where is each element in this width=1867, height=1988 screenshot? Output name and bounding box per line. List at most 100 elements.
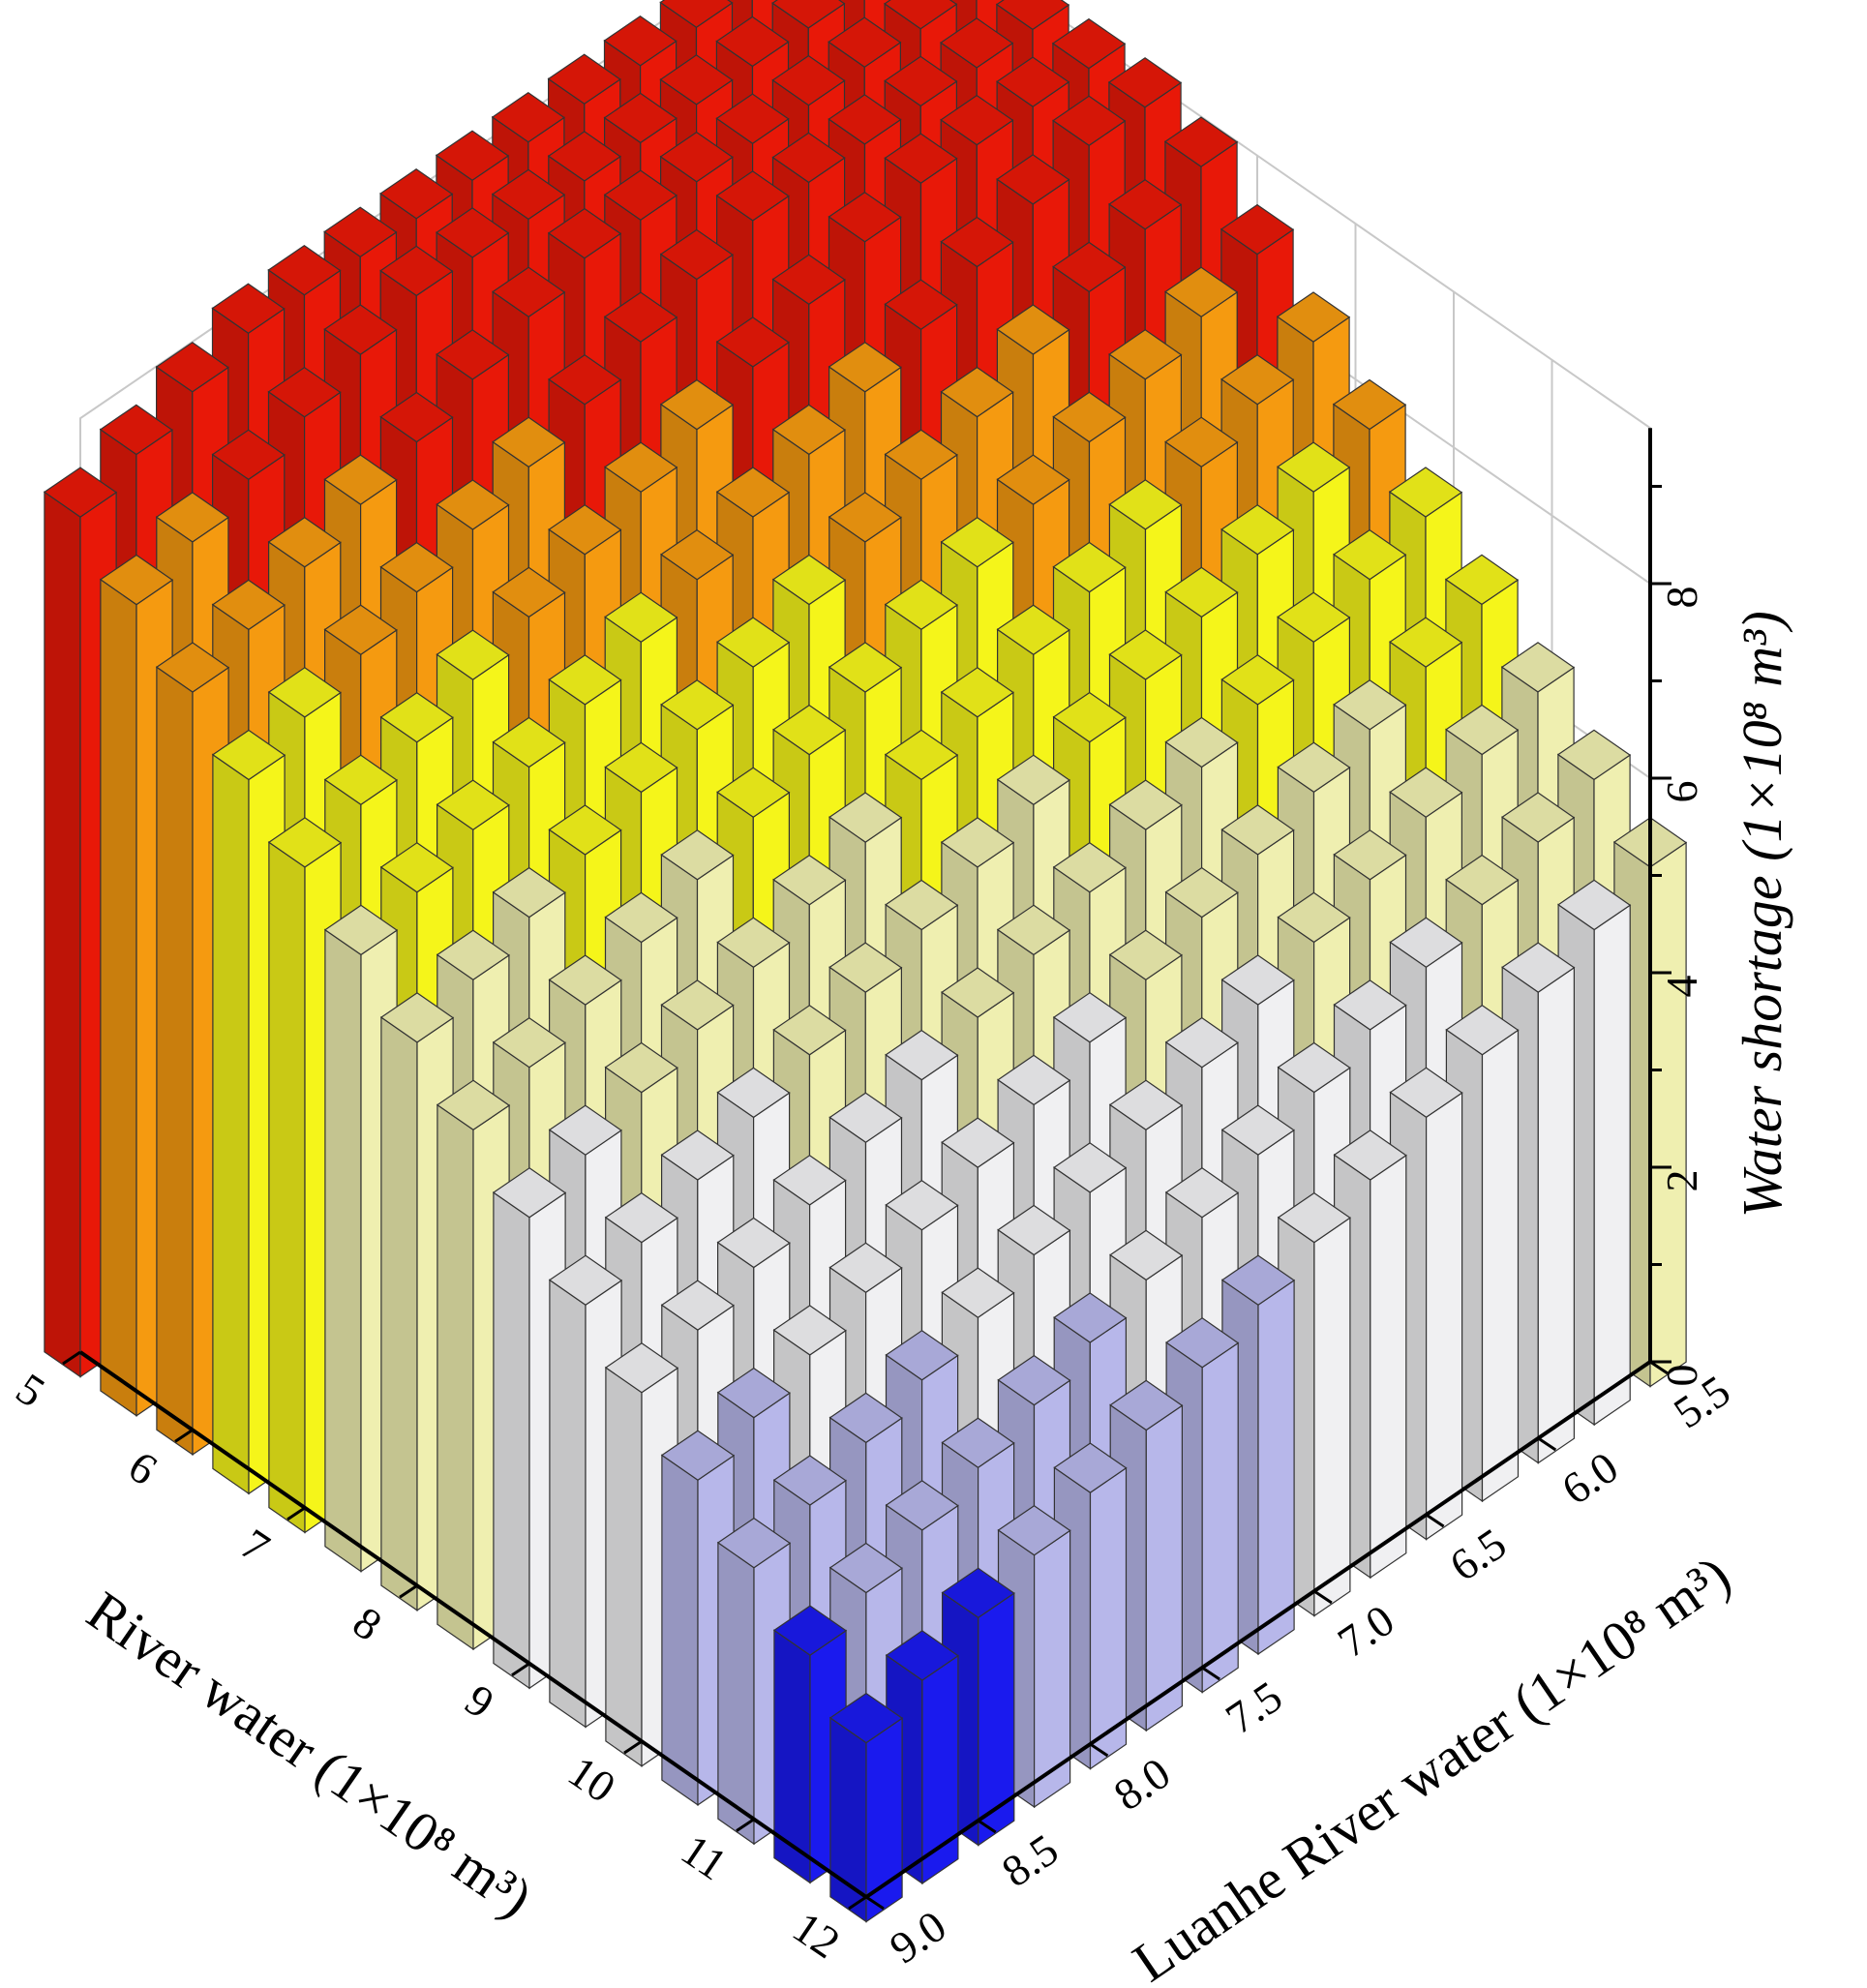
bar-11-9	[716, 1517, 792, 1846]
bar-top	[1108, 1079, 1184, 1131]
bar-top	[1164, 266, 1239, 317]
bar-top	[885, 879, 959, 931]
bar-top	[996, 454, 1070, 505]
bar-top	[771, 554, 847, 606]
bar-top	[885, 1480, 959, 1531]
bar-face-right	[1313, 1217, 1351, 1617]
bar-top	[997, 1354, 1071, 1406]
bar-top	[1501, 942, 1576, 993]
bar-top	[771, 54, 846, 106]
bar-face-left	[44, 491, 81, 1378]
x-tick	[62, 1350, 81, 1366]
bar-top	[603, 15, 678, 67]
chart-axes	[62, 428, 1671, 1911]
bar-top	[995, 0, 1070, 31]
bar-top	[828, 942, 903, 993]
bar-top	[996, 904, 1071, 956]
bar-top	[1277, 591, 1351, 643]
bar-top	[1165, 1317, 1240, 1369]
bar-face-left	[268, 841, 306, 1534]
bar-top	[1220, 654, 1295, 706]
bar-face-right	[921, 1654, 959, 1885]
bar-top	[997, 1054, 1071, 1106]
bar-top	[548, 804, 622, 856]
bar-top	[659, 54, 734, 105]
y-tick	[1201, 1666, 1220, 1681]
chart-bars	[43, 0, 1688, 1923]
bar-top	[267, 366, 342, 418]
bar-12-9	[828, 1692, 904, 1923]
bar-top	[1445, 854, 1520, 906]
bar-face-right	[1201, 1341, 1239, 1694]
bar-top	[996, 154, 1070, 205]
bar-face-left	[549, 1279, 587, 1729]
bar-face-left	[661, 1454, 699, 1807]
bar-top	[1109, 1379, 1184, 1431]
bar-top	[1333, 829, 1407, 881]
bar-top	[1164, 866, 1239, 919]
bar-top	[492, 566, 566, 618]
bar-top	[1277, 1191, 1351, 1244]
bar-top	[660, 1130, 735, 1181]
bar-top	[99, 554, 174, 606]
bar-top	[1164, 1016, 1239, 1069]
bar-top	[828, 1242, 903, 1294]
bar-top	[604, 891, 678, 944]
bar-top	[884, 579, 958, 631]
bar-top	[1108, 629, 1183, 680]
z-tick-label: 2	[1657, 1170, 1706, 1192]
x-tick	[511, 1662, 530, 1676]
bar-face-right	[1481, 1029, 1520, 1503]
bar-top	[940, 667, 1014, 718]
bar-top	[1333, 678, 1407, 731]
bar-top	[940, 94, 1014, 146]
bar-top	[772, 854, 847, 906]
bar-top	[1389, 917, 1463, 968]
bar-top	[1220, 353, 1295, 406]
bar-top	[1220, 203, 1295, 256]
bar-top	[604, 591, 678, 644]
bar-top	[828, 342, 902, 393]
bar-top	[884, 55, 958, 107]
bar-top	[604, 1341, 679, 1394]
bar-top	[772, 1305, 847, 1356]
bar-top	[436, 329, 510, 380]
bar-top	[491, 91, 565, 143]
x-tick-label: 5	[8, 1364, 54, 1417]
bar-top	[1108, 178, 1183, 230]
bar-top	[828, 1392, 903, 1444]
bar-top	[660, 678, 735, 731]
bar-top	[716, 1067, 791, 1119]
bar-top	[772, 704, 847, 756]
bar-top	[941, 1417, 1015, 1468]
bar-top	[267, 667, 342, 718]
bar-top	[379, 167, 454, 220]
x-tick-label: 8	[345, 1597, 391, 1650]
bar-top	[436, 779, 510, 830]
bar-top	[492, 716, 566, 768]
bar-top	[1053, 1292, 1128, 1343]
x-tick-label: 6	[120, 1441, 166, 1494]
bar-top	[772, 1005, 847, 1056]
bar-top	[1333, 528, 1407, 581]
bar-top	[884, 729, 959, 781]
bar-top	[1053, 1442, 1128, 1493]
bar-face-left	[380, 1015, 418, 1611]
bar-top	[828, 94, 902, 145]
bar-top	[155, 492, 229, 543]
bar-top	[323, 206, 398, 257]
x-tick	[623, 1739, 643, 1755]
bar-top	[492, 1167, 567, 1219]
bar-top	[772, 1455, 847, 1506]
x-tick	[286, 1506, 306, 1521]
bar-top	[1108, 329, 1183, 380]
bar-top	[660, 1280, 735, 1331]
bar-top	[436, 207, 510, 258]
x-tick-label: 12	[784, 1902, 849, 1968]
bar-top	[716, 767, 791, 818]
bar-top	[1220, 504, 1295, 556]
bar-top	[155, 642, 230, 693]
bar-top	[941, 1267, 1015, 1318]
bar-face-left	[212, 753, 250, 1495]
